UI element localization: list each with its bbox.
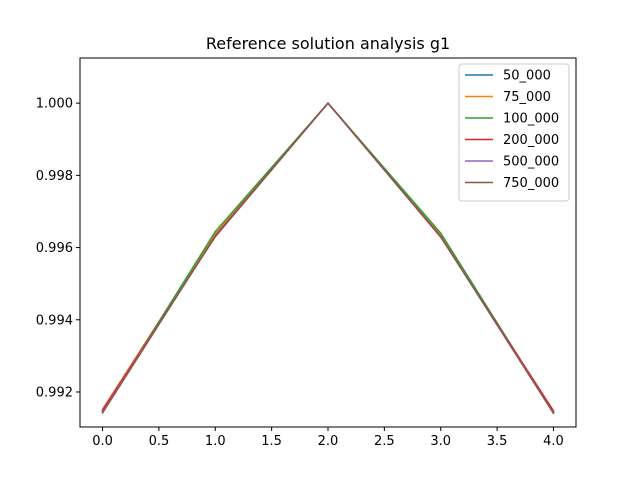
chart-title: Reference solution analysis g1 xyxy=(206,34,450,53)
legend-box xyxy=(458,63,570,202)
legend-label-1: 75_000 xyxy=(503,90,551,105)
y-tick-label: 0.994 xyxy=(36,313,73,328)
x-tick-label: 1.0 xyxy=(205,434,226,449)
legend-label-4: 500_000 xyxy=(503,155,559,170)
legend-label-3: 200_000 xyxy=(503,133,559,148)
series-lines xyxy=(101,102,555,415)
x-tick-label: 1.5 xyxy=(261,434,282,449)
x-axis: 0.0 0.5 1.0 1.5 2.0 2.5 3.0 3.5 4.0 xyxy=(92,427,564,449)
x-tick-label: 3.5 xyxy=(487,434,508,449)
x-tick-label: 0.0 xyxy=(92,434,113,449)
legend: 50_000 75_000 100_000 200_000 500_000 750_000 xyxy=(458,63,570,202)
x-tick-label: 0.5 xyxy=(149,434,170,449)
x-tick-label: 2.5 xyxy=(374,434,395,449)
series-line-5 xyxy=(101,102,555,415)
legend-label-5: 750_000 xyxy=(503,176,559,191)
y-axis: 0.992 0.994 0.996 0.998 1.000 xyxy=(36,97,80,400)
legend-label-2: 100_000 xyxy=(503,112,559,127)
y-tick-label: 0.992 xyxy=(36,385,73,400)
x-tick-label: 3.0 xyxy=(430,434,451,449)
x-tick-label: 4.0 xyxy=(543,434,564,449)
y-tick-label: 1.000 xyxy=(36,97,73,112)
legend-label-0: 50_000 xyxy=(503,69,551,84)
y-tick-label: 0.998 xyxy=(36,169,73,184)
y-tick-label: 0.996 xyxy=(36,241,73,256)
x-tick-label: 2.0 xyxy=(318,434,339,449)
